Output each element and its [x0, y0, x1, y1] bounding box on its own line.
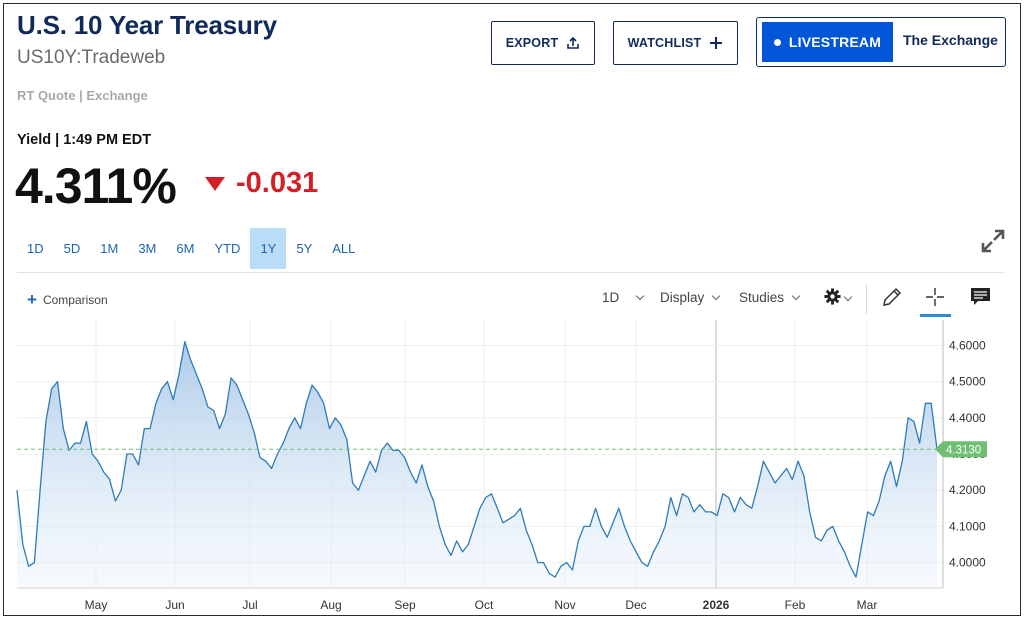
crosshair-active-indicator — [920, 314, 951, 317]
comparison-label: Comparison — [42, 293, 108, 307]
watchlist-label: WATCHLIST — [627, 36, 702, 50]
range-selector: 1D 5D 1M 3M 6M YTD 1Y 5Y ALL — [17, 228, 365, 269]
x-tick-label: Aug — [320, 598, 341, 612]
range-all[interactable]: ALL — [332, 241, 356, 256]
x-tick-label: Sep — [394, 598, 416, 612]
export-button[interactable]: EXPORT — [491, 21, 595, 65]
interval-label: 1D — [602, 290, 620, 305]
window-frame — [3, 3, 1021, 616]
studies-label: Studies — [739, 290, 785, 305]
comparison-button[interactable]: + Comparison — [27, 290, 108, 309]
last-price: 4.311% — [15, 158, 177, 214]
comment-icon[interactable] — [970, 287, 991, 312]
range-1m[interactable]: 1M — [100, 241, 119, 256]
page-title: U.S. 10 Year Treasury — [17, 10, 277, 40]
last-price-badge — [935, 441, 987, 458]
x-tick-label: Nov — [554, 598, 575, 612]
x-tick-label: 2026 — [703, 598, 730, 612]
range-3m[interactable]: 3M — [138, 241, 157, 256]
the-exchange-link[interactable]: The Exchange — [903, 32, 998, 48]
range-ytd[interactable]: YTD — [214, 241, 241, 256]
toolbar-divider — [866, 284, 867, 314]
y-tick-label: 4.1000 — [949, 519, 986, 533]
interval-dropdown[interactable]: 1D — [602, 290, 645, 305]
expand-icon[interactable] — [980, 228, 1006, 259]
y-tick-label: 4.6000 — [949, 338, 986, 352]
range-5y[interactable]: 5Y — [296, 241, 313, 256]
y-tick-label: 4.5000 — [949, 375, 986, 389]
down-arrow-icon — [204, 176, 226, 197]
crosshair-icon[interactable] — [924, 286, 946, 313]
y-tick-label: 4.4000 — [949, 411, 986, 425]
range-1y[interactable]: 1Y — [250, 228, 287, 269]
price-change: -0.031 — [236, 167, 319, 199]
series-area — [17, 341, 937, 588]
yield-timestamp: Yield | 1:49 PM EDT — [17, 132, 152, 148]
y-tick-label: 4.0000 — [949, 556, 986, 570]
series-line — [16, 341, 938, 578]
settings-dropdown[interactable] — [824, 288, 853, 308]
x-tick-label: Jul — [242, 598, 257, 612]
livestream-label: LIVESTREAM — [788, 34, 882, 50]
display-dropdown[interactable]: Display — [660, 290, 721, 305]
symbol-label: US10Y:Tradeweb — [17, 47, 166, 68]
x-tick-label: Mar — [857, 598, 878, 612]
x-tick-label: Jun — [165, 598, 184, 612]
quote-source-label: RT Quote | Exchange — [17, 88, 148, 103]
gear-icon — [824, 288, 841, 308]
plus-icon: + — [27, 290, 37, 309]
range-6m[interactable]: 6M — [176, 241, 195, 256]
y-tick-label: 4.2000 — [949, 483, 986, 497]
livestream-panel: LIVESTREAM The Exchange — [756, 17, 1006, 67]
live-dot-icon — [773, 38, 781, 46]
x-tick-label: Dec — [625, 598, 646, 612]
divider — [17, 272, 1005, 273]
upload-icon — [566, 36, 580, 50]
x-tick-label: May — [85, 598, 108, 612]
pencil-icon[interactable] — [881, 286, 903, 313]
x-tick-label: Feb — [785, 598, 806, 612]
last-price-badge-label: 4.3130 — [946, 444, 981, 456]
display-label: Display — [660, 290, 705, 305]
x-tick-label: Oct — [475, 598, 494, 612]
export-label: EXPORT — [505, 36, 559, 50]
watchlist-button[interactable]: WATCHLIST — [613, 21, 738, 65]
plus-icon — [709, 36, 723, 50]
livestream-button[interactable]: LIVESTREAM — [762, 22, 893, 62]
studies-dropdown[interactable]: Studies — [739, 290, 801, 305]
range-5d[interactable]: 5D — [63, 241, 81, 256]
range-1d[interactable]: 1D — [27, 241, 44, 256]
